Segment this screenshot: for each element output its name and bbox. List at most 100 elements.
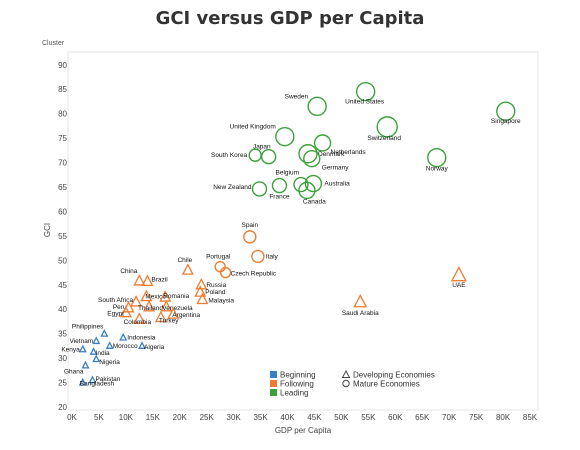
point-south-korea <box>248 148 262 162</box>
point-switzerland <box>376 116 398 138</box>
point-label-kenya: Kenya <box>61 346 80 353</box>
point-egypt <box>119 305 132 318</box>
point-thailand <box>143 299 156 312</box>
point-canada <box>298 181 316 200</box>
point-new-zealand <box>251 181 268 197</box>
point-label-belgium: Belgium <box>276 170 299 177</box>
y-tick-label: 75 <box>58 134 67 143</box>
x-tick-label: 85K <box>523 413 538 422</box>
point-label-poland: Poland <box>205 289 226 296</box>
legend-swatch-beginning <box>270 371 277 378</box>
point-uae <box>450 266 467 282</box>
y-tick-label: 55 <box>58 232 67 241</box>
y-tick-label: 20 <box>58 403 67 412</box>
point-label-france: France <box>269 194 290 201</box>
y-axis-ticks: 20 25 30 35 40 45 50 55 60 65 70 75 80 85 90 <box>58 61 67 412</box>
point-france <box>271 177 288 194</box>
point-brazil <box>141 274 154 287</box>
point-india <box>89 347 98 355</box>
point-united-states <box>355 81 376 102</box>
point-label-pakistan: Pakistan <box>95 376 120 383</box>
x-tick-label: 60K <box>388 413 403 422</box>
point-label-indonesia: Indonesia <box>127 335 156 342</box>
x-tick-label: 50K <box>334 413 349 422</box>
point-turkey <box>154 310 167 323</box>
point-label-mexico: Mexico <box>145 294 166 301</box>
point-germany <box>303 149 321 168</box>
point-mexico <box>140 289 153 302</box>
x-tick-label: 55K <box>361 413 376 422</box>
point-kenya <box>78 344 87 353</box>
legend-label-leading: Leading <box>280 389 308 398</box>
y-tick-label: 45 <box>58 281 67 290</box>
point-label-malaysia: Malaysia <box>208 297 234 304</box>
y-tick-label: 80 <box>58 110 67 119</box>
point-label-brazil: Brazil <box>151 276 168 283</box>
y-tick-label: 25 <box>58 379 67 388</box>
point-singapore <box>496 101 516 121</box>
x-tick-label: 40K <box>280 413 295 422</box>
x-tick-label: 5K <box>94 413 104 422</box>
point-czech-republic <box>219 266 232 279</box>
point-label-canada: Canada <box>303 198 326 205</box>
point-argentina <box>167 307 180 319</box>
point-label-russia: Russia <box>206 282 226 289</box>
y-tick-label: 35 <box>58 330 67 339</box>
point-romania <box>159 290 172 302</box>
point-label-venezuela: Venezuela <box>162 305 193 312</box>
point-label-denmark: Denmark <box>318 151 345 158</box>
point-sweden <box>307 96 327 117</box>
legend-shape-label: Developing Economies <box>353 371 435 380</box>
plot-area <box>67 51 539 411</box>
point-label-india: India <box>96 350 110 357</box>
point-label-turkey: Turkey <box>159 318 179 325</box>
x-tick-label: 10K <box>119 413 134 422</box>
point-label-argentina: Argentina <box>172 312 200 319</box>
point-label-philippines: Philippines <box>72 324 104 331</box>
y-tick-label: 40 <box>58 305 67 314</box>
y-tick-label: 70 <box>58 159 67 168</box>
point-label-australia: Australia <box>324 181 350 188</box>
point-south-africa <box>130 295 143 307</box>
point-pakistan <box>88 375 97 384</box>
point-label-saudi-arabia: Saudi Arabia <box>342 310 379 317</box>
point-philippines <box>100 329 109 337</box>
point-malaysia <box>196 292 209 305</box>
point-label-morocco: Morocco <box>113 343 138 350</box>
point-label-germany: Germany <box>322 165 349 172</box>
y-axis-title: GCI <box>43 223 52 237</box>
point-norway <box>427 147 447 168</box>
point-belgium <box>293 176 309 193</box>
legend-triangle-icon <box>341 369 351 378</box>
x-tick-label: 15K <box>146 413 161 422</box>
point-netherlands <box>313 134 332 152</box>
point-denmark <box>298 144 318 164</box>
legend-swatch-leading <box>270 389 277 396</box>
point-morocco <box>105 341 114 349</box>
point-label-china: China <box>120 268 137 275</box>
point-label-sweden: Sweden <box>285 93 309 100</box>
point-label-norway: Norway <box>426 166 449 173</box>
point-label-bangladesh: Bangladesh <box>80 381 115 388</box>
point-venezuela <box>160 299 173 312</box>
point-label-vietnam: Vietnam <box>70 338 94 345</box>
point-label-south-korea: South Korea <box>211 152 248 159</box>
point-algeria <box>138 341 147 349</box>
point-saudi-arabia <box>353 294 368 308</box>
point-united-kingdom <box>275 126 295 147</box>
data-points: Singapore United States Sweden Switzerland U… <box>61 81 521 388</box>
x-tick-label: 20K <box>173 413 188 422</box>
x-tick-label: 75K <box>469 413 484 422</box>
point-vietnam <box>92 336 101 345</box>
y-tick-label: 30 <box>58 354 67 363</box>
point-colombia <box>133 312 146 324</box>
point-spain <box>243 230 257 244</box>
point-indonesia <box>119 332 128 341</box>
y-tick-label: 50 <box>58 256 67 265</box>
x-tick-label: 45K <box>307 413 322 422</box>
point-ghana <box>81 360 90 369</box>
point-label-thailand: Thailand <box>138 305 163 312</box>
point-label-switzerland: Switzerland <box>367 135 401 142</box>
x-tick-label: 0K <box>67 413 77 422</box>
